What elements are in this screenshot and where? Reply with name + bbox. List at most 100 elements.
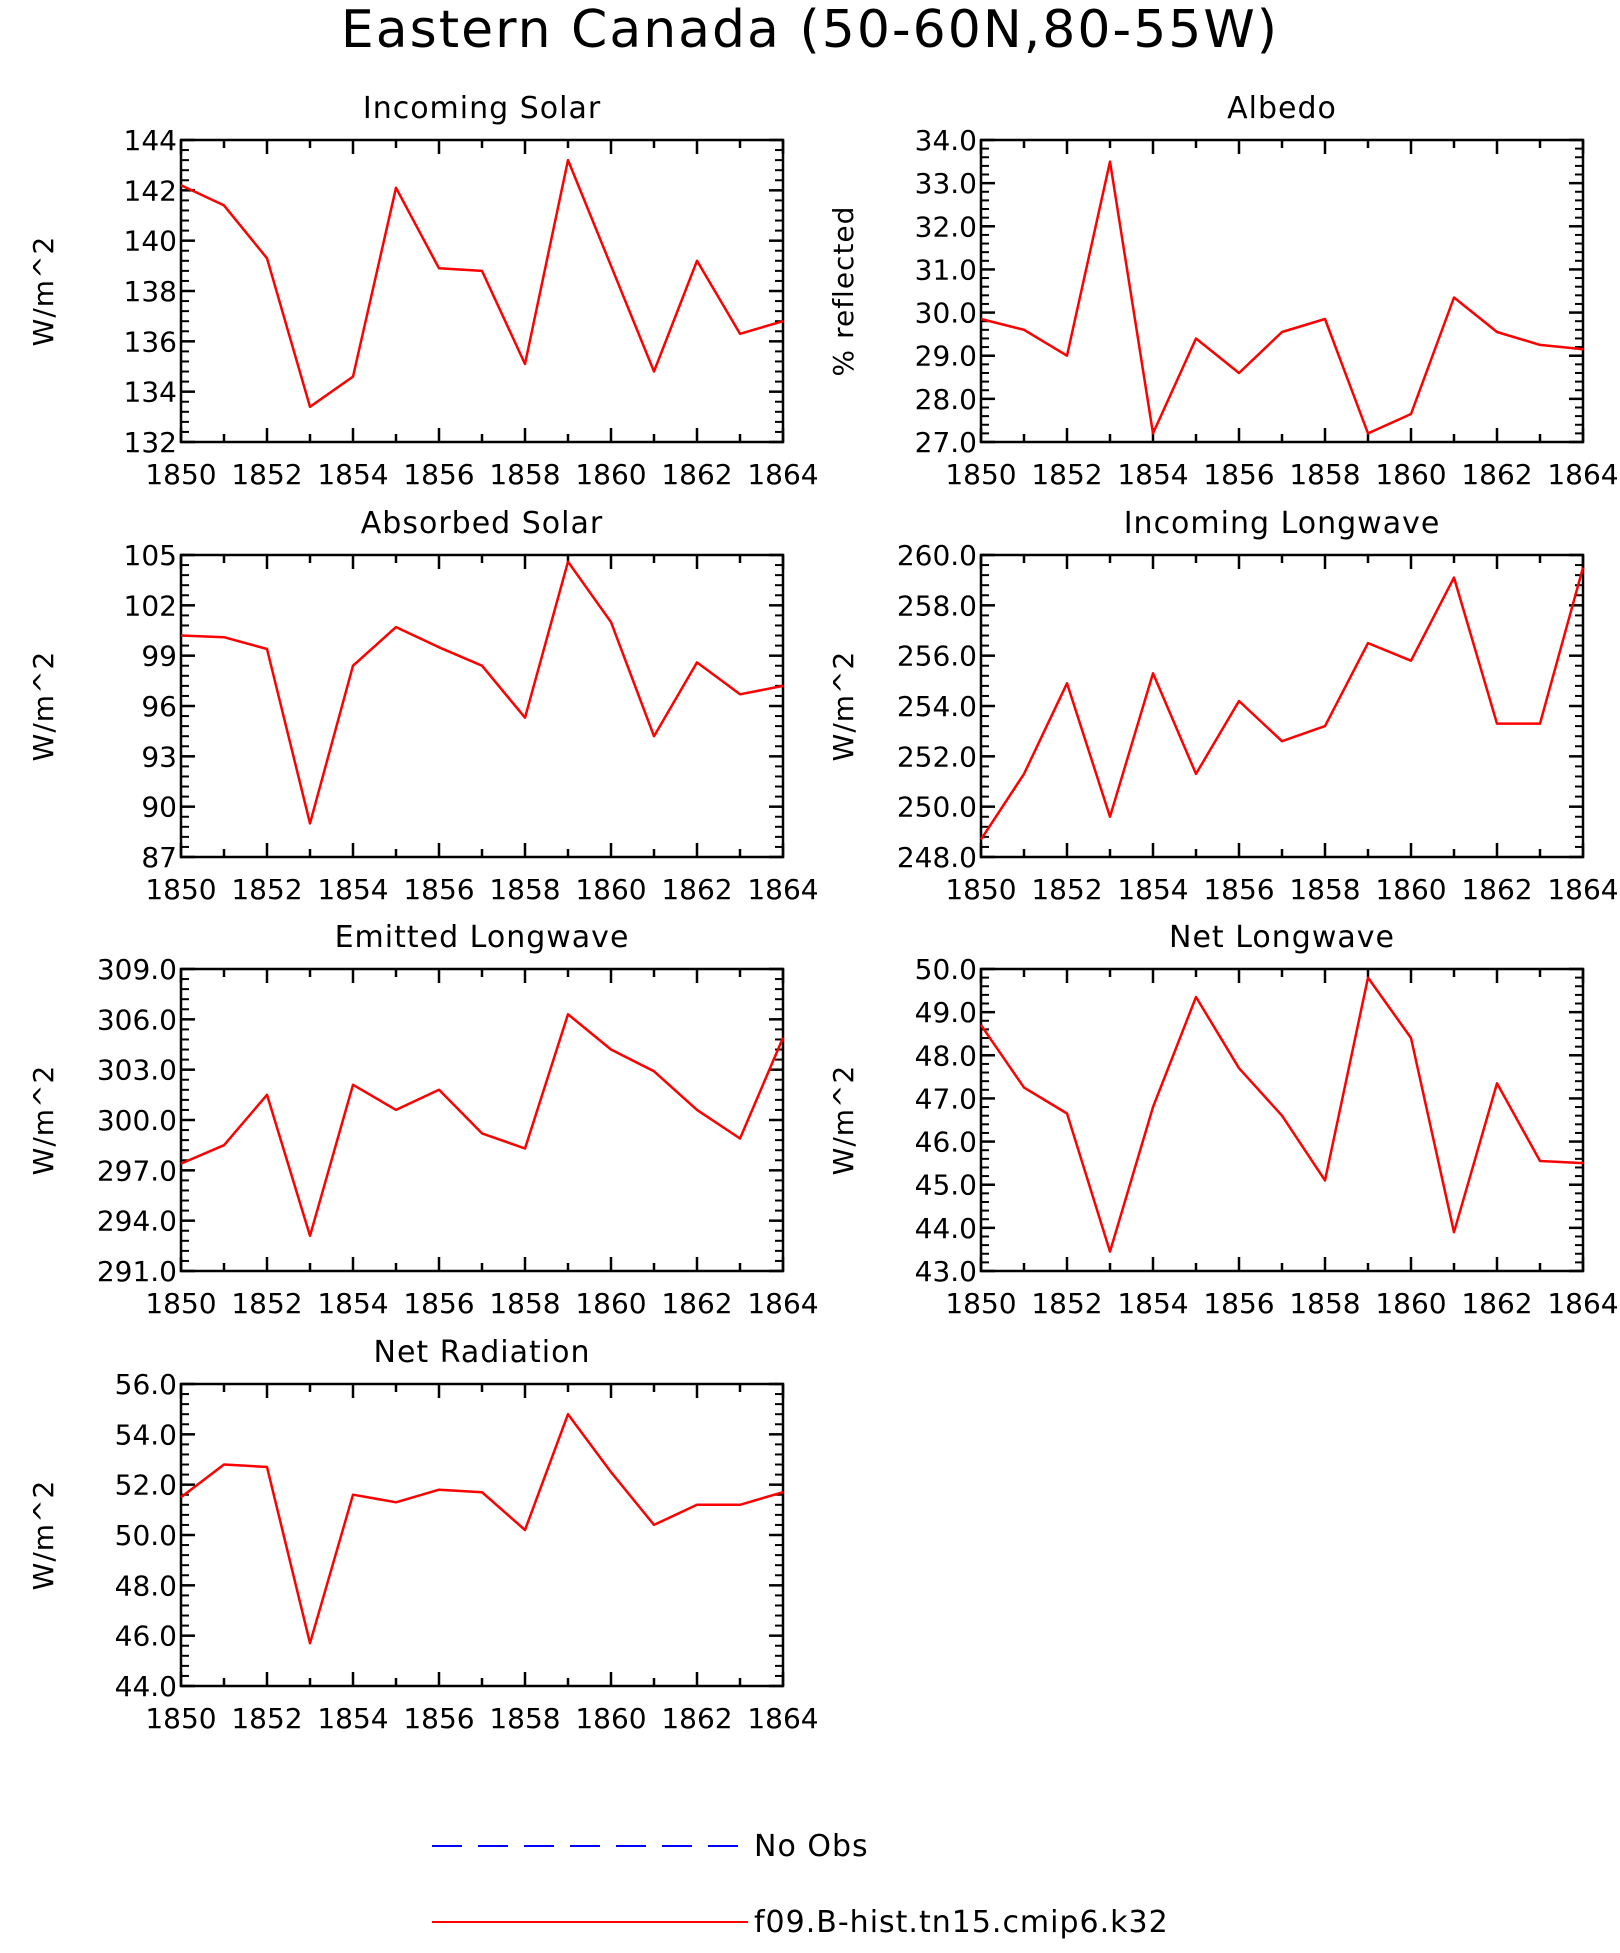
series-line-f09-b-hist-tn15-cmip6-k32: [180, 560, 784, 825]
y-tick-label: 303.0: [97, 1054, 177, 1087]
legend: No Obs f09.B-hist.tn15.cmip6.k32: [432, 1829, 1169, 1940]
x-tick-label: 1852: [231, 1287, 302, 1320]
y-tick-label: 47.0: [915, 1082, 977, 1115]
panel-title: Incoming Longwave: [1124, 506, 1441, 541]
x-tick-label: 1858: [489, 1702, 560, 1735]
panel-title: Net Longwave: [1169, 920, 1395, 955]
x-tick-label: 1856: [1203, 873, 1274, 906]
x-tick-label: 1862: [661, 1287, 732, 1320]
panel-albedo: Albedo 1850 1852 1854 1856 1858 1860 1862 1864 27…: [827, 91, 1619, 491]
y-tick-label: 33.0: [915, 167, 977, 200]
panel-absorbed-solar: Absorbed Solar 1850 1852 1854 1856 1858 1860 18…: [27, 506, 819, 906]
x-tick-label: 1860: [575, 1287, 646, 1320]
x-tick-label: 1852: [231, 1702, 302, 1735]
x-tick-label: 1854: [317, 458, 388, 491]
x-tick-label: 1850: [145, 1702, 216, 1735]
x-tick-label: 1854: [1117, 458, 1188, 491]
x-tick-label: 1856: [403, 458, 474, 491]
x-tick-label: 1862: [1461, 873, 1532, 906]
plot-frame: [179, 967, 785, 1273]
series-line-f09-b-hist-tn15-cmip6-k32: [980, 160, 1584, 435]
y-tick-label: 50.0: [115, 1519, 177, 1552]
x-tick-label: 1860: [575, 1702, 646, 1735]
x-tick-label: 1852: [231, 458, 302, 491]
y-tick-label: 90: [141, 791, 177, 824]
y-tick-label: 260.0: [897, 539, 977, 572]
y-axis-label: W/m^2: [827, 1065, 860, 1176]
y-tick-label: 294.0: [97, 1205, 177, 1238]
x-tick-label: 1864: [747, 458, 818, 491]
x-tick-label: 1854: [317, 873, 388, 906]
panel-net-longwave: Net Longwave 1850 1852 1854 1856 1858 1860 1862…: [827, 920, 1619, 1320]
y-tick-label: 46.0: [115, 1620, 177, 1653]
y-tick-label: 134: [124, 376, 177, 409]
x-tick-label: 1864: [1547, 1287, 1618, 1320]
plot-frame: [979, 967, 1585, 1273]
y-tick-label: 252.0: [897, 740, 977, 773]
x-tick-label: 1864: [1547, 458, 1618, 491]
x-tick-label: 1862: [1461, 1287, 1532, 1320]
y-tick-label: 306.0: [97, 1003, 177, 1036]
y-tick-label: 142: [124, 174, 177, 207]
y-axis-label: W/m^2: [27, 651, 60, 762]
x-tick-label: 1858: [489, 873, 560, 906]
y-tick-label: 49.0: [915, 996, 977, 1029]
y-axis-label: % reflected: [827, 206, 860, 377]
plot-frame: [979, 138, 1585, 444]
panel-incoming-solar: Incoming Solar 1850 1852 1854 1856 1858 1860 18…: [27, 91, 819, 491]
y-axis-label: W/m^2: [27, 1065, 60, 1176]
x-tick-label: 1864: [747, 1287, 818, 1320]
x-tick-label: 1860: [575, 458, 646, 491]
plot-frame: [179, 1382, 785, 1688]
series-line-f09-b-hist-tn15-cmip6-k32: [180, 1013, 785, 1238]
y-tick-label: 96: [141, 690, 177, 723]
x-tick-label: 1850: [945, 458, 1016, 491]
y-tick-label: 140: [124, 225, 177, 258]
panel-title: Emitted Longwave: [335, 920, 630, 955]
panel-net-radiation: Net Radiation 1850 1852 1854 1856 1858 1860 186…: [27, 1335, 819, 1735]
figure-title: Eastern Canada (50-60N,80-55W): [341, 0, 1279, 60]
y-axis-label: W/m^2: [27, 236, 60, 347]
x-tick-label: 1858: [489, 1287, 560, 1320]
series-line-f09-b-hist-tn15-cmip6-k32: [979, 976, 1584, 1253]
series-line-f09-b-hist-tn15-cmip6-k32: [180, 1412, 784, 1645]
series-line-f09-b-hist-tn15-cmip6-k32: [180, 158, 784, 409]
x-tick-label: 1860: [1375, 458, 1446, 491]
y-tick-label: 297.0: [97, 1154, 177, 1187]
x-tick-label: 1860: [1375, 873, 1446, 906]
y-tick-label: 29.0: [915, 340, 977, 373]
y-tick-label: 34.0: [915, 124, 977, 157]
y-tick-label: 43.0: [915, 1255, 977, 1288]
legend-label-model: f09.B-hist.tn15.cmip6.k32: [754, 1905, 1169, 1940]
y-tick-label: 102: [124, 589, 177, 622]
x-tick-label: 1856: [403, 1287, 474, 1320]
panel-title: Albedo: [1227, 91, 1337, 126]
x-tick-label: 1850: [145, 458, 216, 491]
x-tick-label: 1862: [661, 1702, 732, 1735]
y-tick-label: 50.0: [915, 953, 977, 986]
y-tick-label: 93: [141, 740, 177, 773]
y-tick-label: 30.0: [915, 297, 977, 330]
x-tick-label: 1850: [145, 1287, 216, 1320]
y-tick-label: 291.0: [97, 1255, 177, 1288]
x-tick-label: 1850: [945, 873, 1016, 906]
x-tick-label: 1856: [1203, 458, 1274, 491]
y-tick-label: 105: [124, 539, 177, 572]
x-tick-label: 1864: [747, 1702, 818, 1735]
x-tick-label: 1854: [317, 1287, 388, 1320]
series-line-f09-b-hist-tn15-cmip6-k32: [979, 567, 1585, 841]
x-tick-label: 1856: [403, 873, 474, 906]
plot-frame: [179, 553, 785, 859]
x-tick-label: 1862: [661, 458, 732, 491]
y-tick-label: 99: [141, 640, 177, 673]
y-tick-label: 27.0: [915, 426, 977, 459]
y-tick-label: 44.0: [115, 1670, 177, 1703]
y-tick-label: 52.0: [115, 1469, 177, 1502]
x-tick-label: 1858: [489, 458, 560, 491]
y-tick-label: 87: [141, 841, 177, 874]
y-tick-label: 309.0: [97, 953, 177, 986]
y-tick-label: 45.0: [915, 1169, 977, 1202]
x-tick-label: 1852: [1031, 1287, 1102, 1320]
y-tick-label: 300.0: [97, 1104, 177, 1137]
